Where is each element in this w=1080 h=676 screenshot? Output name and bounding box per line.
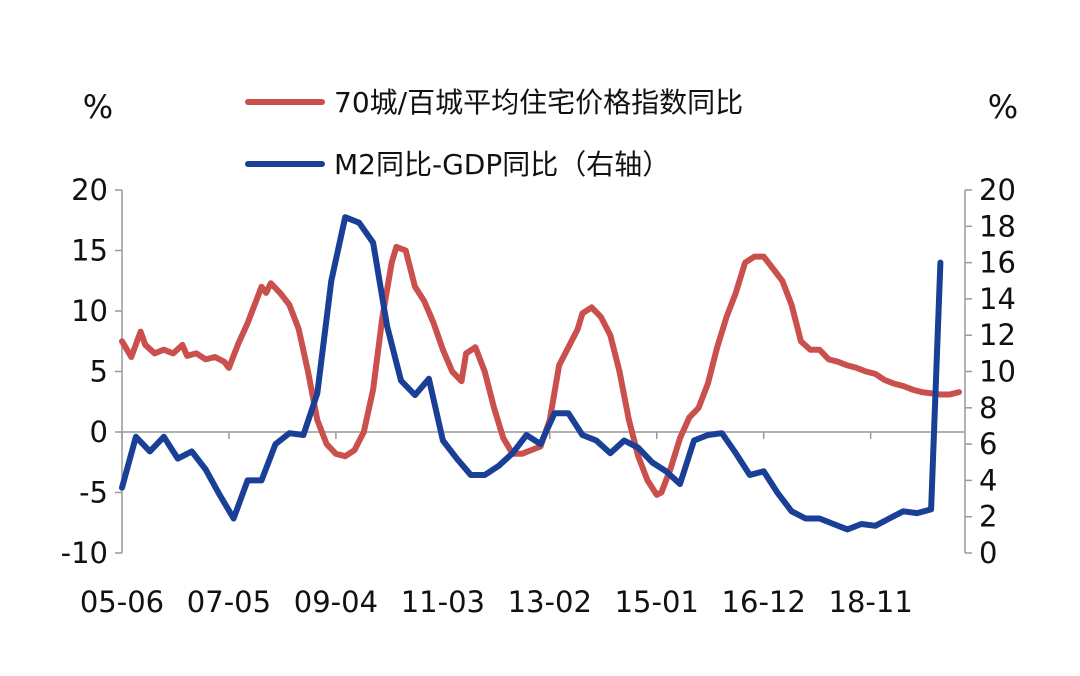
x-axis-tick-label: 07-05 bbox=[187, 585, 271, 619]
right-axis-tick-label: 10 bbox=[979, 355, 1016, 389]
right-axis-unit: % bbox=[988, 88, 1018, 126]
left-axis-tick-label: 5 bbox=[90, 355, 108, 389]
left-axis-tick-label: -10 bbox=[61, 536, 108, 570]
legend: 70城/百城平均住宅价格指数同比 M2同比-GDP同比（右轴） bbox=[245, 86, 743, 181]
right-axis-tick-label: 14 bbox=[979, 282, 1016, 316]
x-axis-tick-label: 09-04 bbox=[294, 585, 378, 619]
x-axis-tick-label: 18-11 bbox=[829, 585, 913, 619]
series-line-m2-minus-gdp bbox=[119, 214, 944, 533]
x-axis-tick-label: 15-01 bbox=[615, 585, 699, 619]
right-axis-tick-label: 6 bbox=[979, 427, 997, 461]
right-axis-tick-label: 0 bbox=[979, 536, 997, 570]
x-axis-tick-label: 13-02 bbox=[508, 585, 592, 619]
right-axis-tick-label: 8 bbox=[979, 391, 997, 425]
legend-label-m2-gdp: M2同比-GDP同比（右轴） bbox=[334, 148, 670, 181]
series-line-housing-price bbox=[119, 243, 962, 498]
x-axis-tick-label: 16-12 bbox=[722, 585, 806, 619]
right-axis-tick-label: 4 bbox=[979, 463, 997, 497]
left-axis-tick-label: 0 bbox=[90, 415, 108, 449]
x-axis-tick-label: 11-03 bbox=[401, 585, 485, 619]
left-axis-tick-label: 20 bbox=[71, 173, 108, 207]
x-axis-tick-label: 05-06 bbox=[80, 585, 164, 619]
left-axis-tick-label: 10 bbox=[71, 294, 108, 328]
right-axis-tick-label: 12 bbox=[979, 318, 1016, 352]
left-axis-unit: % bbox=[83, 88, 113, 126]
right-axis-tick-label: 16 bbox=[979, 246, 1016, 280]
left-axis-tick-label: -5 bbox=[79, 476, 108, 510]
right-axis-tick-label: 2 bbox=[979, 500, 997, 534]
series-layer bbox=[119, 214, 962, 533]
right-axis-tick-label: 18 bbox=[979, 209, 1016, 243]
legend-label-housing: 70城/百城平均住宅价格指数同比 bbox=[334, 86, 743, 119]
left-axis-tick-label: 15 bbox=[71, 234, 108, 268]
right-axis-tick-label: 20 bbox=[979, 173, 1016, 207]
